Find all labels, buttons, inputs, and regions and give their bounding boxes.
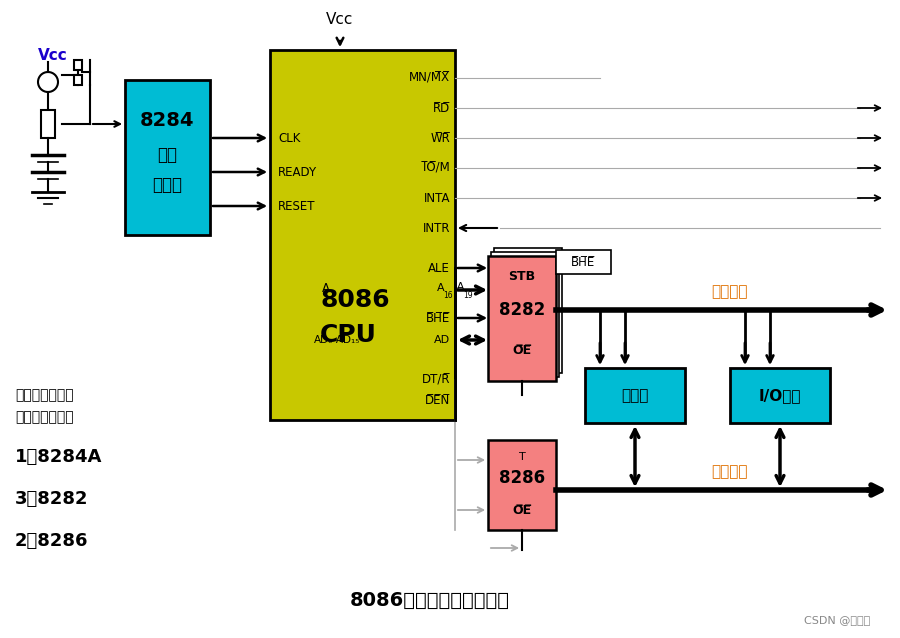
Text: 8086最小模式系统配置图: 8086最小模式系统配置图 [350, 591, 510, 609]
Text: Vcc: Vcc [327, 13, 354, 27]
Text: CPU: CPU [320, 323, 377, 347]
Text: -A: -A [453, 282, 464, 292]
Text: A: A [437, 283, 445, 293]
Bar [125, 80, 210, 235]
Text: 19: 19 [463, 290, 473, 299]
Text: 8086: 8086 [320, 288, 390, 312]
Text: 2片8286: 2片8286 [15, 532, 88, 550]
Bar [556, 250, 611, 274]
Text: 8284: 8284 [140, 110, 194, 130]
Text: I/O接口: I/O接口 [759, 389, 801, 403]
Text: A: A [322, 281, 330, 295]
Text: 3片8282: 3片8282 [15, 490, 88, 508]
Bar [730, 368, 830, 423]
Text: R̅D̅: R̅D̅ [433, 101, 450, 114]
Bar [270, 50, 455, 420]
Bar [41, 110, 55, 138]
Text: STB: STB [508, 269, 536, 283]
Bar [488, 256, 556, 381]
Text: B̅H̅E̅: B̅H̅E̅ [571, 256, 595, 269]
Bar [74, 60, 82, 70]
Text: INTR: INTR [422, 221, 450, 235]
Text: T: T [518, 452, 526, 462]
Text: 数据总线: 数据总线 [712, 464, 748, 480]
Bar [585, 368, 685, 423]
Text: 地址总线: 地址总线 [712, 285, 748, 299]
Text: DT/R̅: DT/R̅ [421, 373, 450, 387]
Text: O̅E̅: O̅E̅ [512, 503, 532, 517]
Text: W̅R̅: W̅R̅ [430, 131, 450, 144]
Text: MN/M̅X̅: MN/M̅X̅ [409, 71, 450, 84]
Bar [494, 248, 562, 373]
Text: D̅E̅N̅: D̅E̅N̅ [425, 394, 450, 406]
Bar [488, 440, 556, 530]
Text: I̅O̅/M: I̅O̅/M [423, 161, 450, 175]
Text: AD: AD [434, 335, 450, 345]
Text: 16: 16 [444, 290, 453, 299]
Text: 8286: 8286 [499, 469, 545, 487]
Text: 1片8284A: 1片8284A [15, 448, 103, 466]
Text: ALE: ALE [428, 262, 450, 274]
Text: 中，还需加入：: 中，还需加入： [15, 410, 74, 424]
Text: RESET: RESET [278, 200, 316, 212]
Text: 存储器: 存储器 [621, 389, 649, 403]
Text: O̅E̅: O̅E̅ [512, 343, 532, 357]
Bar [74, 75, 82, 85]
Bar [491, 252, 559, 377]
Text: B̅H̅E̅: B̅H̅E̅ [426, 311, 450, 325]
Text: 发生器: 发生器 [152, 176, 182, 194]
Text: 时钟: 时钟 [157, 146, 177, 164]
Text: AD₀-AD₁₅: AD₀-AD₁₅ [313, 335, 360, 345]
Text: READY: READY [278, 165, 317, 179]
Text: 在最小模式系统: 在最小模式系统 [15, 388, 74, 402]
Text: 8282: 8282 [499, 301, 545, 319]
Text: Vcc: Vcc [38, 47, 68, 63]
Text: INTA: INTA [424, 191, 450, 205]
Text: CSDN @吴问心: CSDN @吴问心 [804, 615, 870, 625]
Text: CLK: CLK [278, 131, 301, 144]
